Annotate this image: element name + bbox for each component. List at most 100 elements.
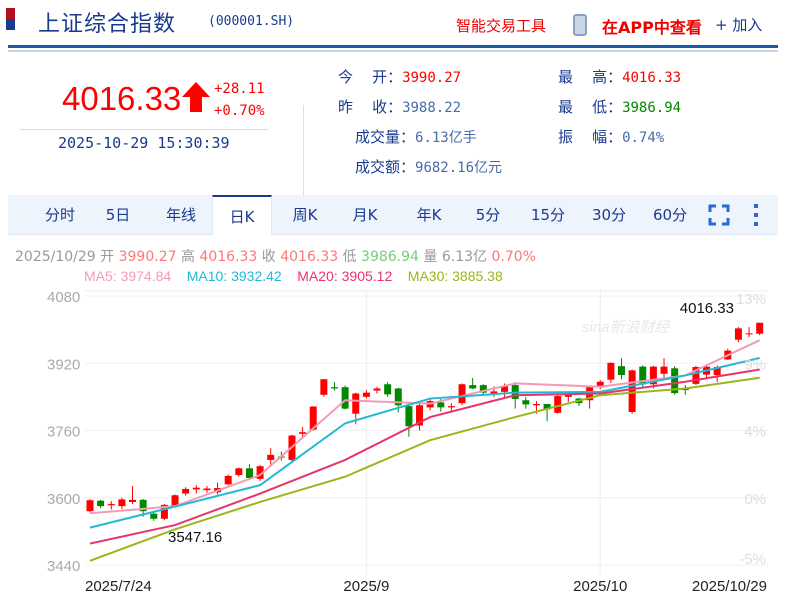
- tab-60min[interactable]: 60分: [652, 206, 688, 224]
- label: 最 低：: [558, 98, 623, 116]
- y-tick-label: 3600: [47, 491, 80, 508]
- open-value: 3990.27: [402, 70, 462, 86]
- label: 昨 收：: [338, 98, 403, 116]
- pct-tick-label: 4%: [744, 424, 766, 441]
- tab-5min[interactable]: 5分: [475, 206, 501, 224]
- tab-15min[interactable]: 15分: [530, 206, 566, 224]
- tab-daily-k[interactable]: 日K: [212, 195, 272, 235]
- fullscreen-icon[interactable]: [708, 204, 730, 226]
- ma-legend: MA5: 3974.84 MA10: 3932.42 MA20: 3905.12…: [84, 268, 503, 284]
- candle-up: [713, 367, 721, 376]
- open-row: 今 开：3990.27: [338, 66, 461, 87]
- more-vertical-icon[interactable]: [752, 203, 760, 227]
- tab-30min[interactable]: 30分: [591, 206, 627, 224]
- candle-down: [543, 404, 551, 410]
- candle-down: [522, 400, 530, 405]
- candle-up: [416, 405, 424, 426]
- label: 低: [342, 249, 357, 265]
- candle-down: [437, 402, 445, 408]
- candle-down: [97, 500, 105, 507]
- candle-up: [309, 406, 317, 430]
- info-high: 4016.33: [199, 249, 258, 265]
- label: 成交额：: [355, 158, 416, 176]
- page-title: 上证综合指数: [38, 12, 177, 37]
- low-row: 最 低：3986.94: [558, 96, 681, 117]
- candle-up: [192, 487, 200, 490]
- candle-up: [129, 499, 137, 502]
- max-label: 4016.33: [680, 300, 734, 317]
- candle-down: [405, 406, 413, 427]
- tab-intraday[interactable]: 分时: [44, 206, 75, 224]
- tab-weekly-k[interactable]: 周K: [292, 206, 318, 224]
- info-pct: 0.70%: [491, 249, 536, 265]
- y-tick-label: 3920: [47, 356, 80, 373]
- divider: [303, 105, 304, 235]
- candle-down: [394, 388, 402, 406]
- candle-up: [224, 475, 232, 485]
- tab-monthly-k[interactable]: 月K: [352, 206, 378, 224]
- label: 成交量：: [355, 128, 416, 146]
- candle-up: [564, 394, 572, 397]
- label: 最 高：: [558, 68, 623, 86]
- tab-year-line[interactable]: 年线: [165, 206, 196, 224]
- x-tick-label: 2025/10/29: [692, 578, 767, 594]
- candle-up: [734, 328, 742, 340]
- candle-up: [86, 500, 94, 512]
- candle-up: [692, 367, 700, 384]
- candle-up: [607, 362, 615, 380]
- divider: [8, 45, 778, 48]
- candle-down: [330, 387, 338, 389]
- candle-down: [139, 499, 147, 512]
- quote-time: 2025-10-29 15:30:39: [58, 134, 230, 152]
- info-close: 4016.33: [280, 249, 339, 265]
- pct-tick-label: 9%: [744, 356, 766, 373]
- info-low: 3986.94: [361, 249, 419, 265]
- amplitude-value: 0.74%: [622, 130, 665, 146]
- info-open: 3990.27: [118, 249, 177, 265]
- label: 振 幅：: [558, 128, 623, 146]
- ma30-legend: MA30: 3885.38: [407, 268, 503, 284]
- logo: [6, 8, 15, 30]
- candle-up: [182, 488, 190, 494]
- candle-down: [384, 384, 392, 395]
- high-value: 4016.33: [622, 70, 682, 86]
- candle-up: [373, 388, 381, 391]
- candle-down: [341, 387, 349, 409]
- candle-up: [628, 370, 636, 413]
- candle-down: [245, 468, 253, 478]
- trading-tools-link[interactable]: 智能交易工具: [456, 17, 547, 35]
- ma30-line: [89, 376, 760, 562]
- add-watchlist-button[interactable]: + 加入: [715, 16, 763, 34]
- candle-down: [671, 368, 679, 394]
- candle-up: [596, 381, 604, 388]
- tab-yearly-k[interactable]: 年K: [416, 206, 442, 224]
- candle-down: [618, 366, 625, 376]
- candle-up: [501, 386, 509, 392]
- price-change: +28.11 +0.70%: [214, 78, 265, 122]
- candle-up: [660, 366, 668, 374]
- min-label: 3547.16: [168, 529, 222, 546]
- candle-up: [756, 322, 764, 334]
- y-tick-label: 4080: [47, 289, 80, 306]
- view-in-app-link[interactable]: 在APP中查看: [602, 18, 702, 37]
- tab-5day[interactable]: 5日: [105, 206, 131, 224]
- candle-up: [649, 366, 657, 385]
- volume-row: 成交量：6.13亿手: [355, 126, 477, 147]
- current-price: 4016.33: [62, 80, 182, 117]
- ma10-line: [89, 357, 760, 529]
- candle-up: [118, 499, 126, 507]
- candle-up: [299, 432, 307, 434]
- volume-value: 6.13亿手: [415, 130, 477, 146]
- ma20-legend: MA20: 3905.12: [297, 268, 393, 284]
- candle-up: [554, 396, 562, 413]
- ma5-line: [89, 339, 761, 515]
- candle-up: [745, 333, 753, 335]
- candle-up: [256, 466, 264, 479]
- candle-up: [203, 488, 211, 491]
- pct-tick-label: -5%: [739, 551, 766, 568]
- candle-up: [352, 393, 360, 414]
- stock-code: (000001.SH): [208, 14, 295, 29]
- pct-tick-label: 0%: [744, 491, 766, 508]
- y-tick-label: 3760: [47, 424, 80, 441]
- kline-chart[interactable]: sina新浪财经 4080 13% 3920 9% 3760 4% 3600 0% 3440 -5…: [0, 285, 786, 594]
